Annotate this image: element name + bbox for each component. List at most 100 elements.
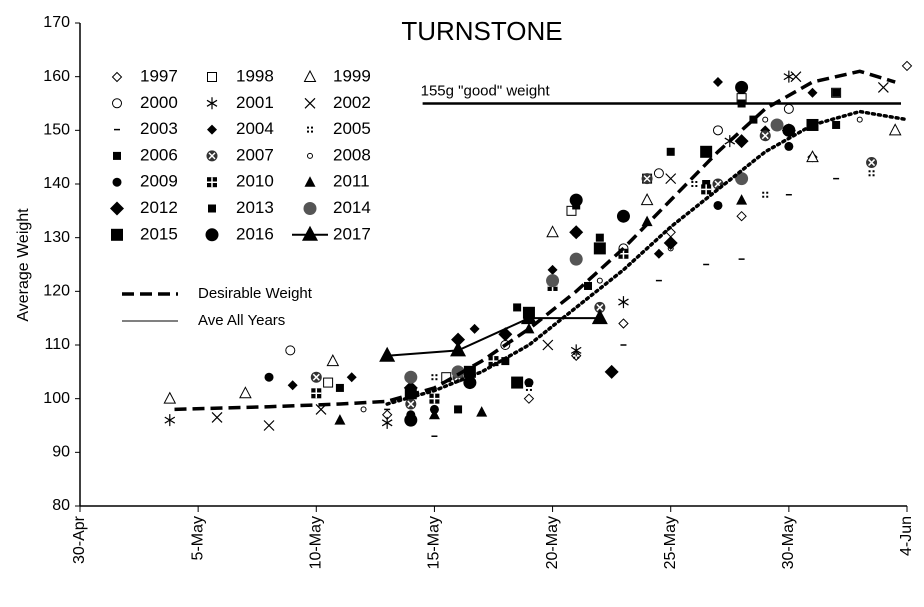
y-tick-label: 140 xyxy=(43,175,70,192)
marker-part xyxy=(762,116,769,123)
marker-part xyxy=(604,364,619,379)
y-tick-label: 160 xyxy=(43,68,70,85)
legend-label: 1998 xyxy=(236,66,274,85)
legend-label: 2002 xyxy=(333,93,371,112)
marker-part xyxy=(381,416,393,429)
marker xyxy=(569,193,583,207)
reference-label: 155g "good" weight xyxy=(421,82,551,99)
legend-label: 2001 xyxy=(236,93,274,112)
legend-marker xyxy=(304,97,316,109)
marker-part xyxy=(208,152,216,160)
marker xyxy=(404,413,418,427)
marker xyxy=(570,344,582,357)
marker xyxy=(584,281,593,290)
marker xyxy=(360,406,367,413)
series-line xyxy=(385,109,909,406)
marker xyxy=(713,200,723,210)
legend-marker xyxy=(205,228,219,242)
marker-part xyxy=(569,193,583,207)
marker-part xyxy=(435,378,438,381)
marker-part xyxy=(577,356,580,359)
legend-label: 1997 xyxy=(140,66,178,85)
marker-part xyxy=(584,281,593,290)
marker xyxy=(591,309,608,325)
marker xyxy=(524,378,534,388)
marker-part xyxy=(428,408,440,420)
marker-part xyxy=(303,69,317,82)
marker-part xyxy=(653,168,664,179)
marker xyxy=(735,172,749,186)
marker-part xyxy=(520,309,537,325)
marker-part xyxy=(207,124,217,135)
marker xyxy=(594,301,606,313)
marker xyxy=(640,193,654,206)
marker-part xyxy=(335,383,344,392)
marker-part xyxy=(770,118,784,132)
legend-label: 2015 xyxy=(140,224,178,243)
marker xyxy=(653,168,664,179)
marker xyxy=(542,339,554,351)
marker xyxy=(379,346,396,362)
marker-part xyxy=(529,388,532,391)
marker xyxy=(736,194,748,205)
y-tick-label: 100 xyxy=(43,390,70,407)
marker-part xyxy=(450,341,467,357)
marker-part xyxy=(113,151,121,160)
marker xyxy=(700,145,713,158)
marker xyxy=(547,264,558,275)
marker-part xyxy=(749,115,758,124)
marker xyxy=(428,408,440,420)
marker xyxy=(285,345,296,356)
marker-part xyxy=(302,225,318,241)
y-axis-label: Average Weight xyxy=(15,208,32,322)
marker-part xyxy=(666,147,675,156)
marker xyxy=(712,77,723,88)
marker-part xyxy=(239,386,252,399)
marker-part xyxy=(577,352,580,355)
marker xyxy=(520,309,537,325)
marker-part xyxy=(573,352,576,355)
marker-part xyxy=(734,134,749,149)
marker-part xyxy=(287,380,298,391)
legend-label: 2013 xyxy=(236,198,274,217)
marker xyxy=(511,376,524,389)
marker-part xyxy=(311,130,313,133)
marker xyxy=(163,391,177,404)
marker-part xyxy=(784,141,794,151)
marker-part xyxy=(360,406,367,413)
y-tick-label: 110 xyxy=(44,336,70,353)
marker xyxy=(596,277,603,284)
marker-part xyxy=(334,414,346,425)
y-tick-label: 170 xyxy=(43,14,70,31)
marker xyxy=(762,116,769,123)
legend-label: 2009 xyxy=(140,172,178,191)
legend-marker xyxy=(206,97,218,110)
marker-part xyxy=(476,406,488,417)
legend-marker xyxy=(304,176,316,187)
marker-part xyxy=(653,248,664,259)
legend-marker xyxy=(206,150,218,162)
marker xyxy=(783,70,795,83)
y-tick-label: 90 xyxy=(52,444,70,461)
x-tick-label: 30-Apr xyxy=(71,515,88,564)
marker xyxy=(701,184,712,195)
legend-marker xyxy=(207,72,217,82)
x-tick-label: 5-May xyxy=(189,516,206,560)
marker xyxy=(856,116,863,123)
marker xyxy=(604,364,619,379)
legend-label: 2016 xyxy=(236,224,274,243)
marker xyxy=(451,365,465,379)
marker xyxy=(310,371,322,383)
marker-part xyxy=(712,125,723,136)
marker xyxy=(454,405,463,414)
marker-part xyxy=(304,97,316,109)
marker-part xyxy=(618,318,629,329)
marker xyxy=(806,150,819,163)
marker-part xyxy=(110,201,124,216)
marker xyxy=(323,377,334,388)
marker-part xyxy=(640,193,654,206)
marker xyxy=(666,147,675,156)
marker xyxy=(546,225,559,238)
marker-part xyxy=(451,365,465,379)
legend-label: 2011 xyxy=(333,172,370,191)
